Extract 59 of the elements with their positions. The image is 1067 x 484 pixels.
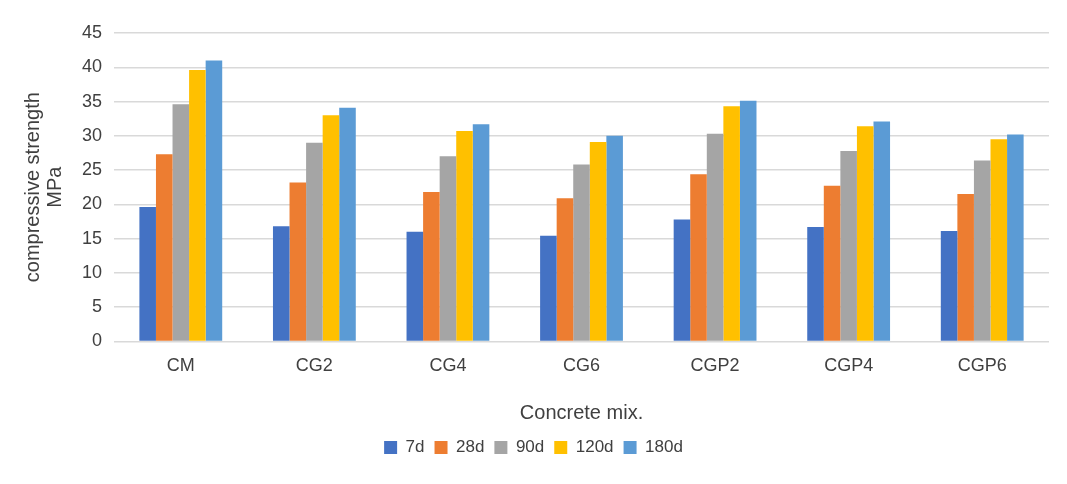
y-tick-label: 5 xyxy=(92,296,103,317)
bar xyxy=(139,207,156,341)
x-tick-label: CG2 xyxy=(295,355,333,376)
y-tick-label: 45 xyxy=(81,21,103,42)
y-tick-label: 0 xyxy=(92,330,103,351)
y-tick-label: 30 xyxy=(81,124,103,145)
x-tick-label: CG4 xyxy=(429,355,467,376)
bar xyxy=(690,174,707,341)
bar xyxy=(739,100,757,341)
bar xyxy=(155,154,173,341)
bar xyxy=(172,104,190,341)
legend-label: 180d xyxy=(645,437,683,457)
bar xyxy=(540,235,557,341)
bar xyxy=(606,135,623,341)
bar xyxy=(272,226,290,341)
bar xyxy=(439,156,457,341)
y-tick-label: 35 xyxy=(81,90,103,111)
bar xyxy=(873,121,891,341)
bar xyxy=(990,139,1008,341)
x-tick-label: CGP6 xyxy=(957,355,1007,376)
bar xyxy=(573,164,590,341)
bar xyxy=(306,142,323,341)
y-axis-title: compressive strength MPa xyxy=(20,92,65,283)
x-tick-label: CG6 xyxy=(563,355,601,376)
bar xyxy=(406,231,424,341)
x-axis-title: Concrete mix. xyxy=(519,400,644,423)
legend-label: 28d xyxy=(456,437,485,457)
bar xyxy=(423,192,440,341)
x-tick-label: CM xyxy=(166,355,195,376)
bar xyxy=(807,226,824,341)
y-tick-label: 15 xyxy=(81,227,103,248)
y-tick-label: 20 xyxy=(81,193,103,214)
y-tick-label: 25 xyxy=(81,159,103,180)
bar xyxy=(823,185,841,341)
bar xyxy=(940,231,958,341)
bar xyxy=(973,160,991,341)
bar xyxy=(840,150,857,341)
bar xyxy=(706,133,724,341)
legend-label: 120d xyxy=(575,437,614,457)
bar xyxy=(723,106,740,341)
bar xyxy=(556,198,574,341)
bar xyxy=(673,219,691,341)
bar xyxy=(1007,134,1024,341)
bar xyxy=(472,124,490,341)
bar xyxy=(289,182,307,341)
y-tick-label: 40 xyxy=(81,56,103,77)
bar xyxy=(339,107,356,341)
legend-label: 7d xyxy=(405,437,425,457)
bar xyxy=(589,141,607,341)
bar xyxy=(189,70,206,341)
bar xyxy=(957,194,974,341)
bar xyxy=(205,60,223,341)
x-tick-label: CGP2 xyxy=(690,355,740,376)
legend-label: 90d xyxy=(515,437,545,457)
bar xyxy=(856,126,874,341)
y-tick-label: 10 xyxy=(81,261,103,282)
x-tick-label: CGP4 xyxy=(824,355,874,376)
bar xyxy=(456,131,473,341)
bar xyxy=(322,115,340,341)
